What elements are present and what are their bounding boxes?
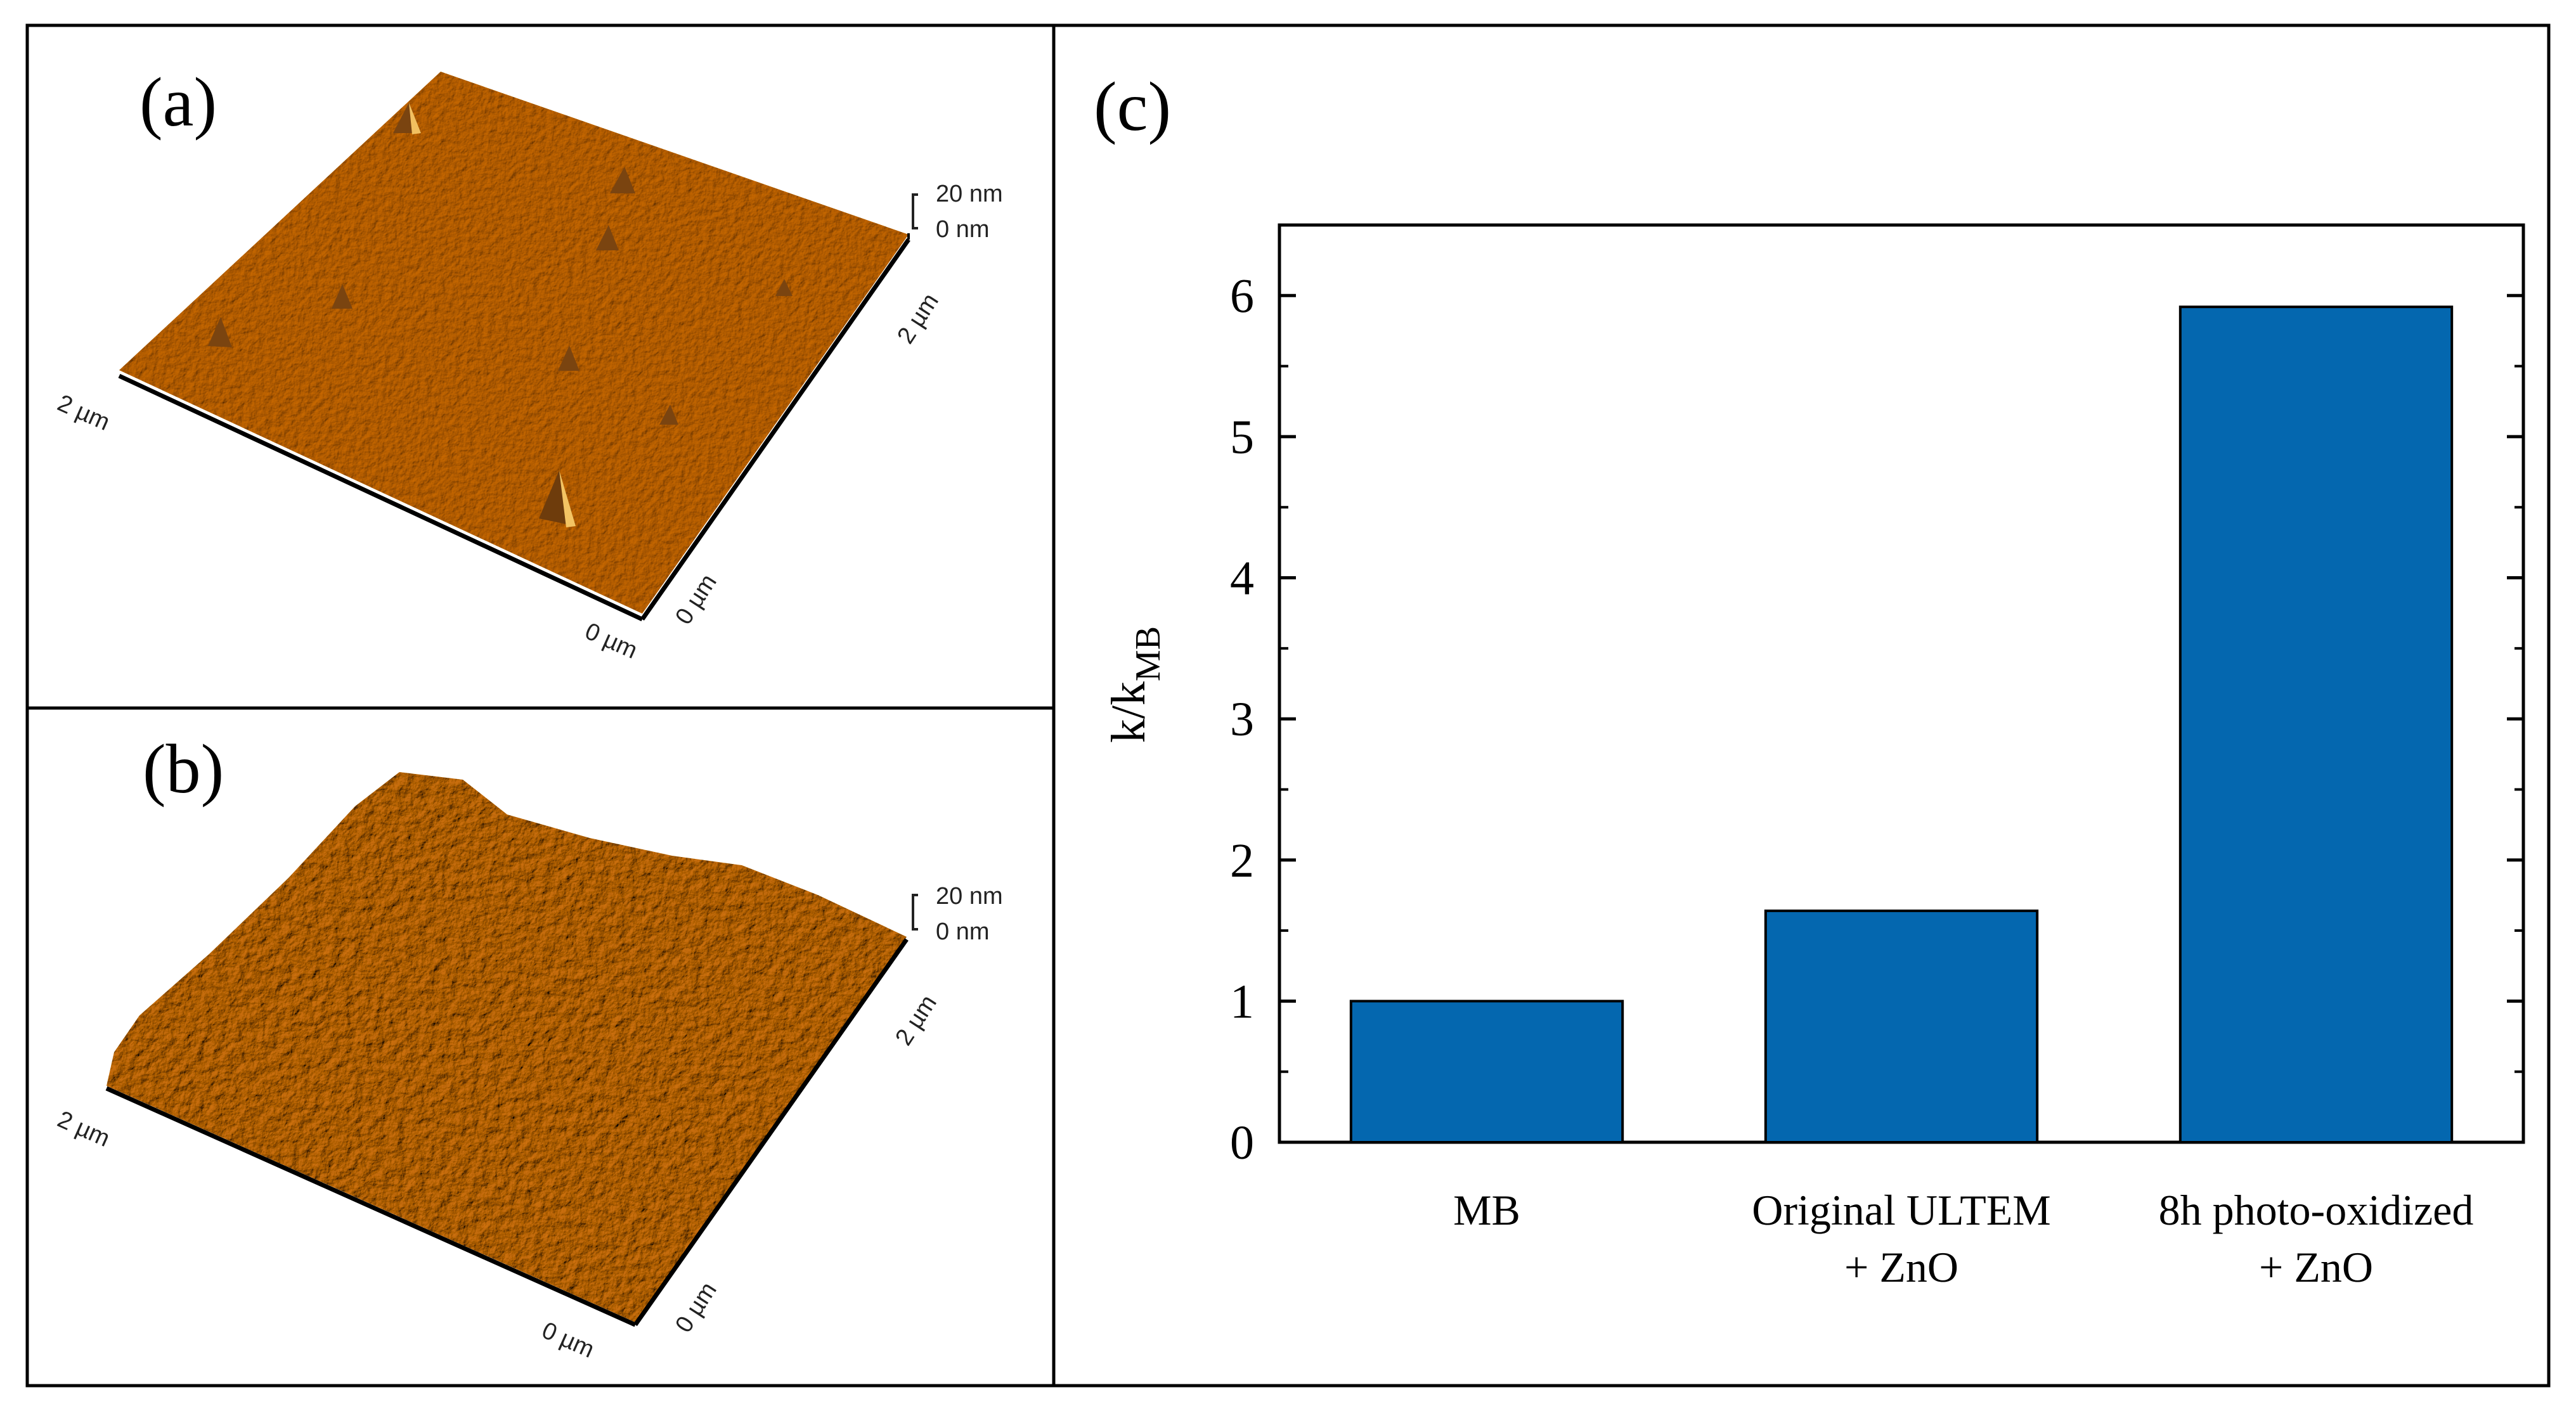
height-scale-bottom-a: 0 nm <box>936 216 989 243</box>
afm-surface-a <box>119 72 909 614</box>
axis-front-b <box>105 1086 637 1327</box>
axis-right-b <box>633 937 909 1327</box>
axis-front-a <box>118 373 644 622</box>
outer-frame <box>25 23 2551 1388</box>
category-label-1: Original ULTEM + ZnO <box>1752 1186 2051 1291</box>
y-tick-label: 2 <box>1230 834 1254 887</box>
height-scale-bracket-a <box>912 193 918 229</box>
category-labels: MB Original ULTEM + ZnO 8h photo-oxidized + … <box>1453 1186 2473 1291</box>
afm-surface-b <box>107 772 907 1322</box>
y-tick-label: 6 <box>1230 269 1254 323</box>
height-scale-bracket-b <box>912 894 918 931</box>
height-scale-top-a: 20 nm <box>936 181 1003 207</box>
panel-label-c: (c) <box>1094 68 1171 145</box>
panel-label-a: (a) <box>139 63 217 141</box>
axis-label-origin-front-a: 0 µm <box>581 618 641 664</box>
axis-label-left-b: 2 µm <box>53 1106 113 1152</box>
bars <box>1349 306 2454 1144</box>
bar-1 <box>1764 909 2039 1144</box>
y-ticks: 0 1 2 3 4 5 6 <box>1230 269 2523 1169</box>
y-axis-label-main: k/k <box>1102 681 1155 743</box>
height-scale-bottom-b: 0 nm <box>936 918 989 945</box>
height-scale-top-b: 20 nm <box>936 883 1003 910</box>
category-label-2: 8h photo-oxidized + ZnO <box>2159 1186 2474 1291</box>
afm-peaks-a <box>208 103 793 527</box>
panel-b: 20 nm 0 nm 2 µm 0 µm 0 µm 2 µm (b) <box>53 730 1002 1363</box>
axis-label-right-b: 2 µm <box>890 991 942 1050</box>
y-tick-label: 5 <box>1230 411 1254 464</box>
axis-right-a <box>640 238 910 621</box>
axis-label-origin-right-a: 0 µm <box>670 570 722 629</box>
y-axis-label-subscript: MB <box>1129 626 1168 681</box>
y-tick-label: 3 <box>1230 693 1254 746</box>
panel-a: 20 nm 0 nm 2 µm 0 µm 0 µm 2 µm (a) <box>53 63 1002 664</box>
y-tick-label: 0 <box>1230 1116 1254 1169</box>
panel-c: (c) 0 1 2 3 4 5 6 MB Original ULTEM + ZnO 8h phot… <box>1094 68 2525 1291</box>
axis-label-origin-front-b: 0 µm <box>538 1317 598 1363</box>
axis-label-right-a: 2 µm <box>892 289 944 349</box>
y-tick-label: 4 <box>1230 552 1254 605</box>
panel-label-b: (b) <box>143 730 224 808</box>
bar-2 <box>2178 306 2454 1144</box>
axis-label-origin-right-b: 0 µm <box>670 1278 722 1337</box>
y-axis-label: k/kMB <box>1102 626 1168 743</box>
category-label-0: MB <box>1453 1186 1520 1234</box>
bar-0 <box>1349 1000 1624 1144</box>
axis-label-left-a: 2 µm <box>53 390 113 436</box>
y-tick-label: 1 <box>1230 975 1254 1028</box>
